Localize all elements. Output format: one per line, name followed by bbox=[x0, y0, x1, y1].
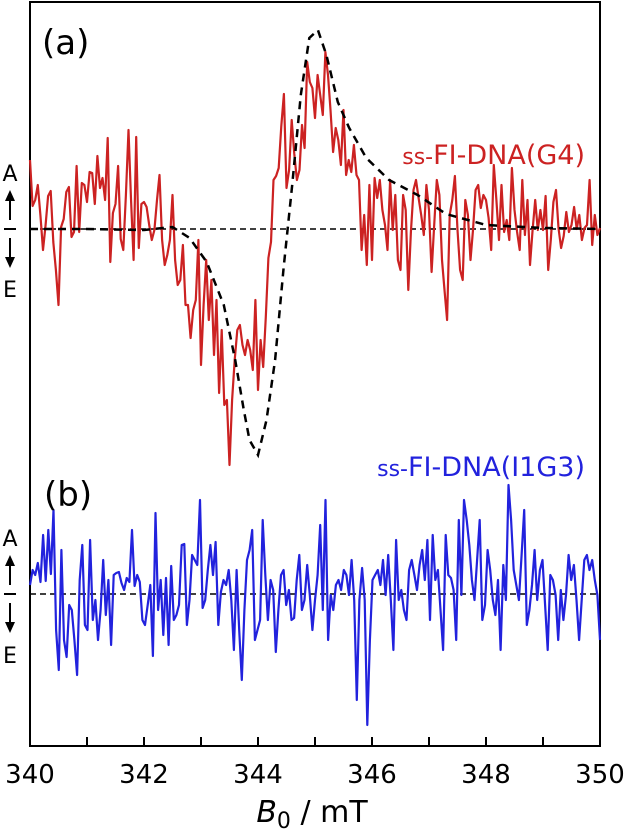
x-tick-label: 344 bbox=[233, 760, 283, 790]
series-label-b: ss-FI-DNA(I1G3) bbox=[377, 452, 585, 483]
panel-label-a: (a) bbox=[42, 23, 89, 63]
emission-label: E bbox=[3, 278, 17, 303]
x-axis-tick-labels: 340 342 344 346 348 350 bbox=[5, 760, 625, 790]
x-tick-label: 350 bbox=[575, 760, 625, 790]
x-tick-label: 340 bbox=[5, 760, 55, 790]
x-tick-label: 348 bbox=[461, 760, 511, 790]
emission-label: E bbox=[3, 644, 17, 669]
x-tick-label: 342 bbox=[119, 760, 169, 790]
simulation-fit-panel-a bbox=[30, 27, 601, 459]
trace-ss-fi-dna-i1g3 bbox=[28, 483, 602, 727]
x-axis-ticks bbox=[29, 737, 601, 746]
absorption-label: A bbox=[2, 527, 17, 552]
arrow-down-icon bbox=[5, 603, 15, 633]
x-tick-label: 346 bbox=[347, 760, 397, 790]
series-label-a: ss-FI-DNA(G4) bbox=[402, 140, 585, 171]
trace-ss-fi-dna-g4 bbox=[28, 50, 602, 467]
arrow-down-icon bbox=[5, 238, 15, 268]
ae-marker-panel-a: A E bbox=[2, 162, 17, 303]
ae-marker-panel-b: A E bbox=[2, 527, 17, 669]
x-axis-label: B0 / mT bbox=[256, 795, 368, 834]
panel-label-b: (b) bbox=[44, 475, 92, 515]
arrow-up-icon bbox=[5, 190, 15, 220]
absorption-label: A bbox=[2, 162, 17, 187]
arrow-up-icon bbox=[5, 555, 15, 585]
